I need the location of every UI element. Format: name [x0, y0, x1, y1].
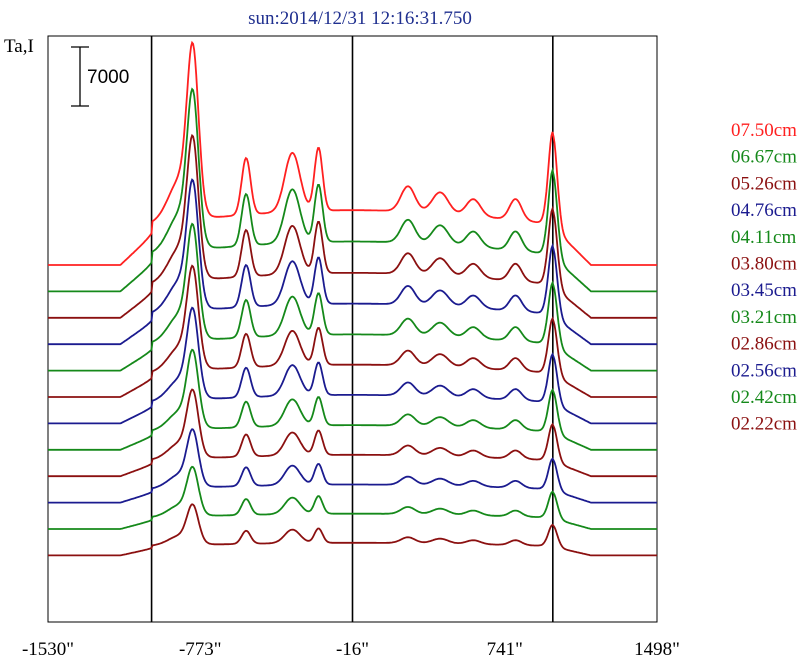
series-line-04.76cm: [48, 178, 657, 346]
scale-bar: 7000: [71, 46, 129, 107]
legend: 07.50cm 06.67cm 05.26cm 04.76cm 04.11cm 03.80…: [731, 120, 797, 435]
series-line-03.45cm: [48, 306, 657, 425]
legend-entry: 02.56cm: [731, 360, 797, 381]
series-line-02.86cm: [48, 388, 657, 478]
legend-entry: 07.50cm: [731, 120, 797, 141]
series-line-03.80cm: [48, 264, 657, 398]
series-lines: [48, 40, 657, 557]
series-line-07.50cm: [48, 40, 657, 266]
series-line-06.67cm: [48, 87, 657, 293]
x-tick-label: -16": [336, 639, 369, 660]
x-tick-label: -773": [179, 639, 222, 660]
legend-entry: 03.80cm: [731, 254, 797, 275]
legend-entry: 02.42cm: [731, 387, 797, 408]
series-line-03.21cm: [48, 348, 657, 451]
legend-entry: 03.21cm: [731, 307, 797, 328]
series-line-04.11cm: [48, 222, 657, 372]
legend-entry: 04.11cm: [731, 227, 796, 248]
legend-entry: 02.22cm: [731, 414, 797, 435]
legend-entry: 02.86cm: [731, 334, 797, 355]
legend-entry: 03.45cm: [731, 280, 797, 301]
legend-entry: 05.26cm: [731, 173, 797, 194]
legend-entry: 06.67cm: [731, 147, 797, 168]
chart-title: sun:2014/12/31 12:16:31.750: [248, 8, 472, 29]
y-axis-label: Ta,I: [4, 36, 34, 57]
legend-entry: 04.76cm: [731, 200, 797, 221]
x-tick-label: 741": [487, 639, 523, 660]
series-line-02.42cm: [48, 465, 657, 530]
x-tick-label: 1498": [634, 639, 680, 660]
series-line-02.56cm: [48, 428, 657, 504]
x-tick-label: -1530": [22, 639, 74, 660]
x-tick-labels: -1530" -773" -16" 741" 1498": [22, 639, 680, 660]
series-line-02.22cm: [48, 503, 657, 557]
vertical-markers: [150, 36, 554, 622]
scale-bar-label: 7000: [87, 67, 129, 88]
series-line-05.26cm: [48, 133, 657, 319]
